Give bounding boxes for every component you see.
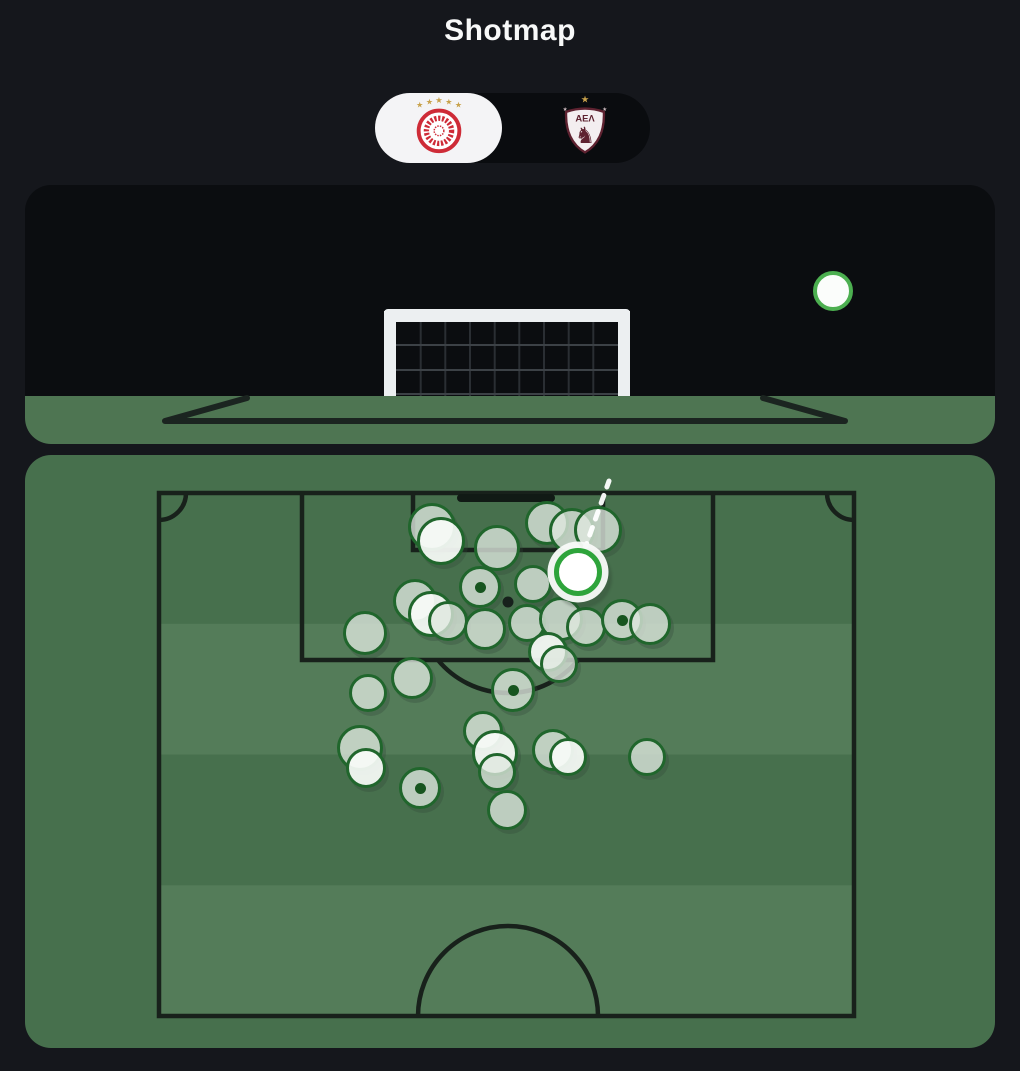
svg-text:★: ★ [602,105,607,112]
svg-text:★: ★ [445,97,452,106]
penalty-spot [502,596,514,608]
selected-shot-marker[interactable] [554,548,602,596]
team-toggle-home[interactable]: ★ ★ ★ ★ ★ [375,93,502,163]
goal-shot-marker[interactable] [813,271,853,311]
shot-marker[interactable] [478,753,516,791]
shot-marker[interactable] [474,525,520,571]
svg-text:★: ★ [416,100,423,109]
svg-text:★: ★ [581,93,589,104]
svg-text:♞: ♞ [575,122,595,148]
goal-area-trapezoid [162,395,848,424]
trajectory-layer [581,478,612,554]
shot-marker[interactable] [464,608,506,650]
svg-text:ΑΕΛ: ΑΕΛ [575,112,595,123]
shots-layer [25,455,995,1048]
shot-marker[interactable] [391,657,433,699]
svg-text:★: ★ [425,97,432,106]
team-toggle-away[interactable]: ★ ★ ★ ΑΕΛ ♞ [520,93,650,163]
svg-text:★: ★ [563,105,568,112]
team-toggle: ★ ★ ★ ★ ★ ★ ★ ★ ΑΕΛ ♞ [375,93,650,163]
shot-marker[interactable] [540,645,578,683]
goal-frame [384,309,630,396]
shot-marker[interactable] [491,668,535,712]
goal-net [396,322,618,396]
shot-marker[interactable] [514,565,552,603]
shot-marker[interactable] [628,738,666,776]
shot-marker[interactable] [549,738,587,776]
shot-marker[interactable] [399,767,441,809]
pitch-card [25,455,995,1048]
shot-marker[interactable] [346,748,386,788]
shot-marker[interactable] [349,674,387,712]
page-title: Shotmap [444,14,576,47]
shot-marker[interactable] [417,517,465,565]
svg-text:★: ★ [435,95,443,105]
shot-marker[interactable] [629,603,671,645]
ael-crest-icon: ★ ★ ★ ΑΕΛ ♞ [556,93,614,164]
shot-marker[interactable] [487,790,527,830]
goal-view-card [25,185,995,444]
shot-marker[interactable] [343,611,387,655]
trajectory-line [581,478,612,554]
olympiacos-crest-icon: ★ ★ ★ ★ ★ [408,94,470,162]
svg-text:★: ★ [454,100,461,109]
shot-marker[interactable] [459,566,501,608]
